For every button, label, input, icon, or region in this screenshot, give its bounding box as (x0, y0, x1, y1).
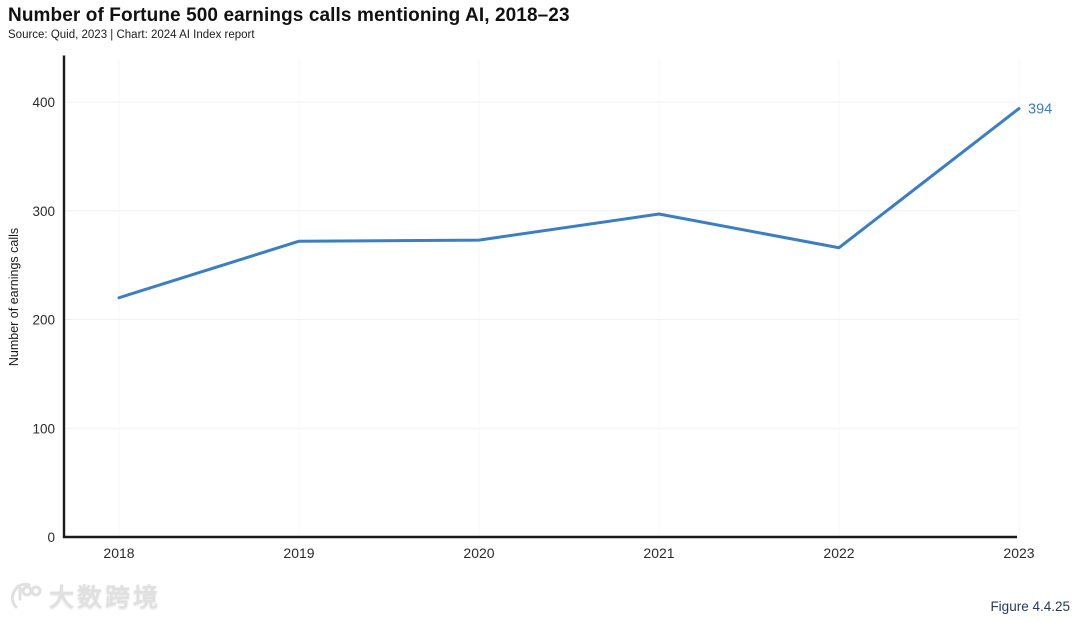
data-line-earnings-calls (117, 107, 1021, 300)
x-tick-label: 2021 (643, 545, 674, 561)
x-tick-label: 2023 (1003, 545, 1034, 561)
y-tick-label: 200 (32, 313, 55, 328)
y-tick-label: 100 (32, 421, 55, 436)
y-axis-title: Number of earnings calls (7, 228, 21, 366)
x-tick-label: 2022 (823, 545, 854, 561)
x-tick-label: 2018 (103, 545, 134, 561)
end-point-value-label: 394 (1028, 102, 1052, 118)
chart-title: Number of Fortune 500 earnings calls men… (8, 5, 570, 26)
chart-source-credit: Source: Quid, 2023 | Chart: 2024 AI Inde… (8, 29, 255, 41)
x-tick-label: 2019 (283, 545, 314, 561)
y-tick-label: 300 (32, 204, 55, 219)
y-tick-label: 400 (32, 95, 55, 110)
y-tick-label: 0 (47, 530, 55, 545)
watermark-text: 大数跨境 (49, 584, 162, 612)
watermark-100-logo-icon (11, 582, 42, 609)
x-tick-label: 2020 (463, 545, 494, 561)
figure-number-label: Figure 4.4.25 (990, 599, 1070, 614)
watermark: 大数跨境 (8, 578, 161, 614)
